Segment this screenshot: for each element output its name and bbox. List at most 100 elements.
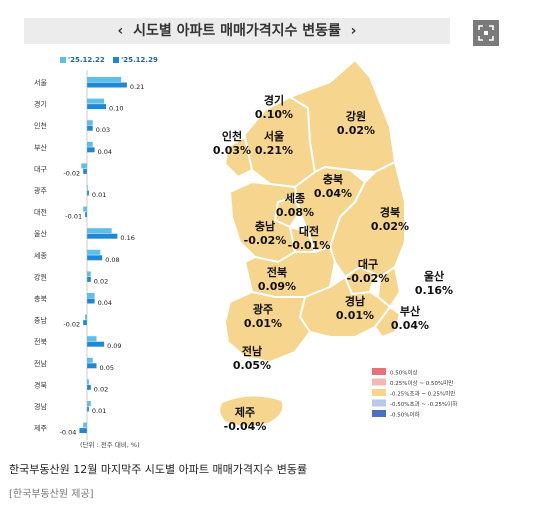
region-value: 0.09% bbox=[258, 280, 296, 293]
category-label: 세종 bbox=[34, 251, 47, 260]
bar-series2 bbox=[87, 341, 105, 347]
region-name: 전남 bbox=[242, 344, 262, 358]
legend-label: -0.50%이하 bbox=[390, 411, 420, 419]
expand-icon bbox=[478, 25, 494, 41]
region-sejong[interactable] bbox=[273, 195, 302, 229]
category-label: 강원 bbox=[34, 272, 47, 281]
bar-series1 bbox=[87, 141, 93, 147]
value-label: -0.04 bbox=[60, 429, 77, 437]
region-name: 울산 bbox=[424, 269, 444, 283]
region-value: 0.10% bbox=[255, 108, 293, 121]
bar-series1 bbox=[87, 293, 95, 298]
bar-series2 bbox=[85, 212, 87, 218]
region-name: 경남 bbox=[345, 294, 365, 308]
region-name: 경기 bbox=[264, 93, 284, 107]
region-busan[interactable] bbox=[373, 305, 402, 339]
bar-series1 bbox=[87, 336, 97, 342]
legend-item-series1: '25.12.22 bbox=[60, 56, 105, 64]
bar-series1 bbox=[81, 163, 87, 169]
region-value: 0.08% bbox=[276, 206, 314, 219]
region-name: 대구 bbox=[358, 257, 378, 271]
value-label: 0.04 bbox=[98, 148, 112, 156]
legend-label: 0.50%이상 bbox=[390, 369, 418, 377]
bar-series2 bbox=[83, 320, 87, 326]
bar-series2 bbox=[87, 298, 95, 304]
bar-series1 bbox=[87, 185, 88, 190]
bar-series2 bbox=[87, 190, 89, 196]
region-name: 강원 bbox=[346, 109, 366, 123]
caption: 한국부동산원 12월 마지막주 시도별 아파트 매매가격지수 변동률 bbox=[9, 463, 308, 476]
region-incheon[interactable] bbox=[223, 135, 254, 179]
region-name: 부산 bbox=[400, 304, 420, 318]
category-label: 울산 bbox=[34, 229, 47, 238]
region-value: 0.02% bbox=[371, 220, 409, 233]
region-name: 광주 bbox=[253, 303, 273, 316]
region-name: 인천 bbox=[222, 129, 242, 143]
value-label: 0.05 bbox=[100, 364, 114, 372]
category-label: 전남 bbox=[34, 359, 47, 368]
category-label: 충북 bbox=[34, 294, 47, 303]
value-label: -0.02 bbox=[63, 169, 80, 177]
title-bar: ‹ 시도별 아파트 매매가격지수 변동률 › bbox=[24, 18, 450, 44]
region-name: 대전 bbox=[299, 224, 319, 238]
bar-series1 bbox=[85, 314, 87, 320]
map-regions bbox=[218, 58, 406, 428]
value-label: 0.09 bbox=[107, 342, 121, 350]
bar-series1 bbox=[87, 120, 93, 126]
value-label: 0.16 bbox=[120, 234, 134, 242]
region-value: 0.01% bbox=[336, 309, 374, 322]
category-label: 광주 bbox=[34, 187, 47, 195]
category-label: 경남 bbox=[34, 402, 47, 411]
region-name: 서울 bbox=[264, 129, 284, 143]
chevron-right-icon[interactable]: › bbox=[345, 23, 357, 39]
legend-label: -0.25%초과 ~ 0.25%미만 bbox=[390, 390, 455, 398]
unit-note: (단위 : 전주 대비, %) bbox=[80, 440, 140, 449]
value-label: 0.04 bbox=[98, 299, 112, 307]
infographic: ‹ 시도별 아파트 매매가격지수 변동률 › '25.12.22 '25.12.… bbox=[24, 18, 499, 449]
category-label: 부산 bbox=[34, 143, 47, 152]
region-value: 0.04% bbox=[391, 319, 429, 332]
region-name: 제주 bbox=[235, 405, 255, 419]
region-value: -0.04% bbox=[224, 420, 267, 433]
region-value: -0.02% bbox=[347, 272, 390, 285]
value-label: 0.01 bbox=[92, 407, 106, 415]
legend-label: 0.25%이상 ~ 0.50%미만 bbox=[390, 379, 453, 387]
value-label: 0.01 bbox=[92, 191, 106, 199]
bar-series1 bbox=[83, 206, 87, 212]
bar-series1 bbox=[87, 228, 112, 234]
bar-series1 bbox=[87, 249, 101, 255]
category-label: 경북 bbox=[34, 380, 47, 389]
region-jeonnam[interactable] bbox=[223, 290, 312, 364]
region-name: 경북 bbox=[380, 205, 400, 219]
legend-item-series2: '25.12.29 bbox=[113, 56, 158, 64]
region-name: 전북 bbox=[267, 265, 287, 279]
bar-series2 bbox=[87, 233, 118, 239]
value-label: 0.08 bbox=[105, 256, 119, 264]
bar-series2 bbox=[87, 147, 95, 153]
region-jeju[interactable] bbox=[218, 394, 285, 428]
bar-series2 bbox=[87, 104, 106, 110]
value-label: -0.02 bbox=[63, 321, 80, 329]
category-label: 서울 bbox=[34, 78, 47, 87]
category-label: 경기 bbox=[34, 100, 47, 109]
bar-series2 bbox=[83, 168, 87, 174]
legend-swatch bbox=[372, 389, 386, 396]
bar-legend: '25.12.22 '25.12.29 bbox=[60, 56, 164, 64]
value-label: 0.02 bbox=[94, 385, 108, 393]
category-label: 제주 bbox=[34, 425, 47, 433]
chevron-left-icon[interactable]: ‹ bbox=[117, 23, 129, 39]
value-label: 0.02 bbox=[94, 277, 108, 285]
bar-series2 bbox=[87, 384, 91, 390]
legend-swatch bbox=[372, 399, 386, 407]
category-label: 대전 bbox=[34, 208, 47, 217]
value-label: 0.10 bbox=[109, 105, 123, 113]
region-ulsan[interactable] bbox=[376, 265, 402, 309]
bar-series2 bbox=[87, 125, 93, 131]
bar-series2 bbox=[87, 255, 103, 261]
expand-button[interactable] bbox=[473, 20, 499, 46]
bar-series2 bbox=[87, 276, 91, 282]
bar-series1 bbox=[87, 379, 89, 385]
region-value: 0.05% bbox=[233, 359, 271, 372]
bar-series2 bbox=[79, 428, 87, 434]
bar-series1 bbox=[83, 422, 87, 428]
